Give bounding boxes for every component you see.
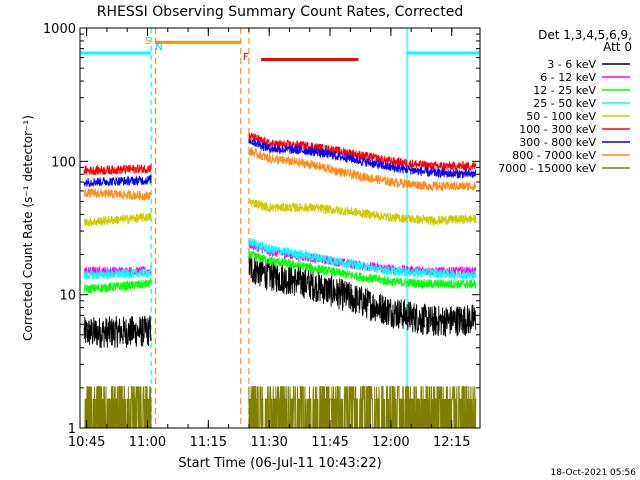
series-trace-8-1 bbox=[248, 385, 477, 429]
x-axis-label: Start Time (06-Jul-11 10:43:22) bbox=[178, 456, 381, 471]
legend-label: 25 - 50 keV bbox=[533, 97, 596, 110]
x-tick-label: 11:00 bbox=[129, 435, 166, 450]
chart-title: RHESSI Observing Summary Count Rates, Co… bbox=[97, 4, 463, 20]
legend-label: 12 - 25 keV bbox=[533, 84, 596, 97]
y-axis-label: Corrected Count Rate (s⁻¹ detector⁻¹) bbox=[21, 115, 35, 341]
series-trace-6-0 bbox=[83, 174, 152, 188]
y-tick-label: 1 bbox=[68, 422, 76, 437]
x-tick-label: 12:00 bbox=[372, 435, 409, 450]
flag-N: N bbox=[155, 42, 162, 53]
series-trace-0-0 bbox=[83, 315, 152, 349]
y-tick-label: 1000 bbox=[43, 22, 76, 37]
flag-S: S bbox=[145, 36, 151, 47]
series-trace-4-0 bbox=[83, 212, 152, 227]
series-trace-4-1 bbox=[248, 197, 477, 227]
legend-label: 6 - 12 keV bbox=[540, 71, 596, 84]
x-tick-label: 11:30 bbox=[250, 435, 287, 450]
y-axis: 1 10 100 1000 bbox=[43, 22, 480, 437]
series-trace-3-1 bbox=[248, 238, 477, 281]
series-trace-7-0 bbox=[83, 187, 152, 201]
series-trace-5-0 bbox=[83, 163, 152, 176]
series-trace-8-0 bbox=[84, 385, 152, 429]
plot-frame bbox=[79, 27, 481, 429]
timestamp: 18-Oct-2021 05:56 bbox=[551, 468, 637, 478]
series-trace-6-1 bbox=[248, 137, 477, 179]
legend-header-line-2: Att 0 bbox=[603, 40, 632, 54]
series-trace-2-0 bbox=[83, 277, 152, 294]
series-trace-7-1 bbox=[248, 146, 477, 192]
series-trace-2-1 bbox=[248, 250, 477, 290]
legend-header-line-1: Det 1,3,4,5,6,9, bbox=[538, 28, 632, 42]
legend-label: 3 - 6 keV bbox=[547, 58, 596, 71]
y-tick-label: 10 bbox=[59, 289, 76, 304]
x-tick-label: 11:45 bbox=[311, 435, 348, 450]
x-tick-label: 10:45 bbox=[68, 435, 105, 450]
x-tick-label: 12:15 bbox=[433, 435, 470, 450]
legend-label: 800 - 7000 keV bbox=[512, 149, 596, 162]
y-tick-label: 100 bbox=[51, 155, 76, 170]
series-trace-5-1 bbox=[248, 132, 477, 172]
legend-label: 100 - 300 keV bbox=[519, 123, 596, 136]
x-axis: 10:45 11:00 11:15 11:30 11:45 12:00 12:15 bbox=[68, 28, 470, 450]
legend-label: 50 - 100 keV bbox=[526, 110, 596, 123]
series-trace-3-0 bbox=[83, 267, 152, 280]
plot-area: SN F bbox=[80, 28, 481, 429]
series-trace-0-1 bbox=[248, 254, 477, 337]
x-tick-label: 11:15 bbox=[190, 435, 227, 450]
flag-F: F bbox=[243, 52, 249, 63]
legend-label: 300 - 800 keV bbox=[519, 136, 596, 149]
legend-label: 7000 - 15000 keV bbox=[498, 162, 596, 175]
